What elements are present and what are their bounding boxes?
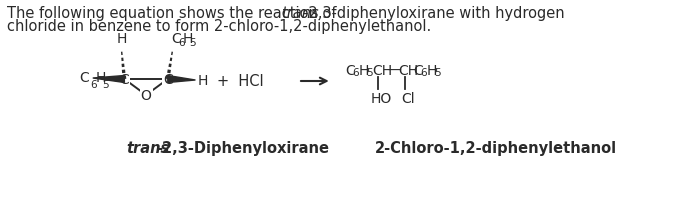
- Text: C: C: [413, 64, 424, 78]
- Text: H: H: [96, 71, 106, 85]
- Text: H: H: [116, 32, 127, 46]
- Text: The following equation shows the reaction of: The following equation shows the reactio…: [7, 6, 341, 21]
- Text: H: H: [183, 32, 193, 46]
- Polygon shape: [168, 76, 195, 83]
- Text: H: H: [197, 74, 208, 87]
- Polygon shape: [93, 76, 125, 83]
- Text: 6: 6: [178, 38, 185, 48]
- Text: 5: 5: [434, 68, 441, 78]
- Text: 2-Chloro-1,2-diphenylethanol: 2-Chloro-1,2-diphenylethanol: [375, 140, 617, 155]
- Text: chloride in benzene to form 2-chloro-1,2-diphenylethanol.: chloride in benzene to form 2-chloro-1,2…: [7, 19, 431, 34]
- Text: C: C: [172, 32, 182, 46]
- Text: 5: 5: [103, 80, 109, 89]
- Text: -2,3-diphenyloxirane with hydrogen: -2,3-diphenyloxirane with hydrogen: [303, 6, 565, 21]
- Text: CH: CH: [399, 64, 419, 78]
- Text: HO: HO: [370, 92, 392, 105]
- Text: H: H: [358, 64, 368, 78]
- Text: O: O: [141, 88, 151, 102]
- Text: 5: 5: [366, 68, 373, 78]
- Text: +  HCl: + HCl: [217, 73, 264, 88]
- Text: C: C: [163, 73, 173, 87]
- Text: 6: 6: [90, 80, 97, 89]
- Text: C: C: [119, 73, 129, 87]
- Text: CH: CH: [372, 64, 392, 78]
- Text: 6: 6: [420, 68, 427, 78]
- Text: trans: trans: [127, 140, 170, 155]
- Text: -2,3-Diphenyloxirane: -2,3-Diphenyloxirane: [156, 140, 329, 155]
- Text: 5: 5: [189, 38, 196, 48]
- Text: —: —: [387, 64, 400, 78]
- Text: trans: trans: [281, 6, 319, 21]
- Text: Cl: Cl: [402, 92, 415, 105]
- Text: 6: 6: [352, 68, 359, 78]
- Text: H: H: [426, 64, 437, 78]
- Text: C: C: [79, 71, 89, 85]
- Text: C: C: [345, 64, 355, 78]
